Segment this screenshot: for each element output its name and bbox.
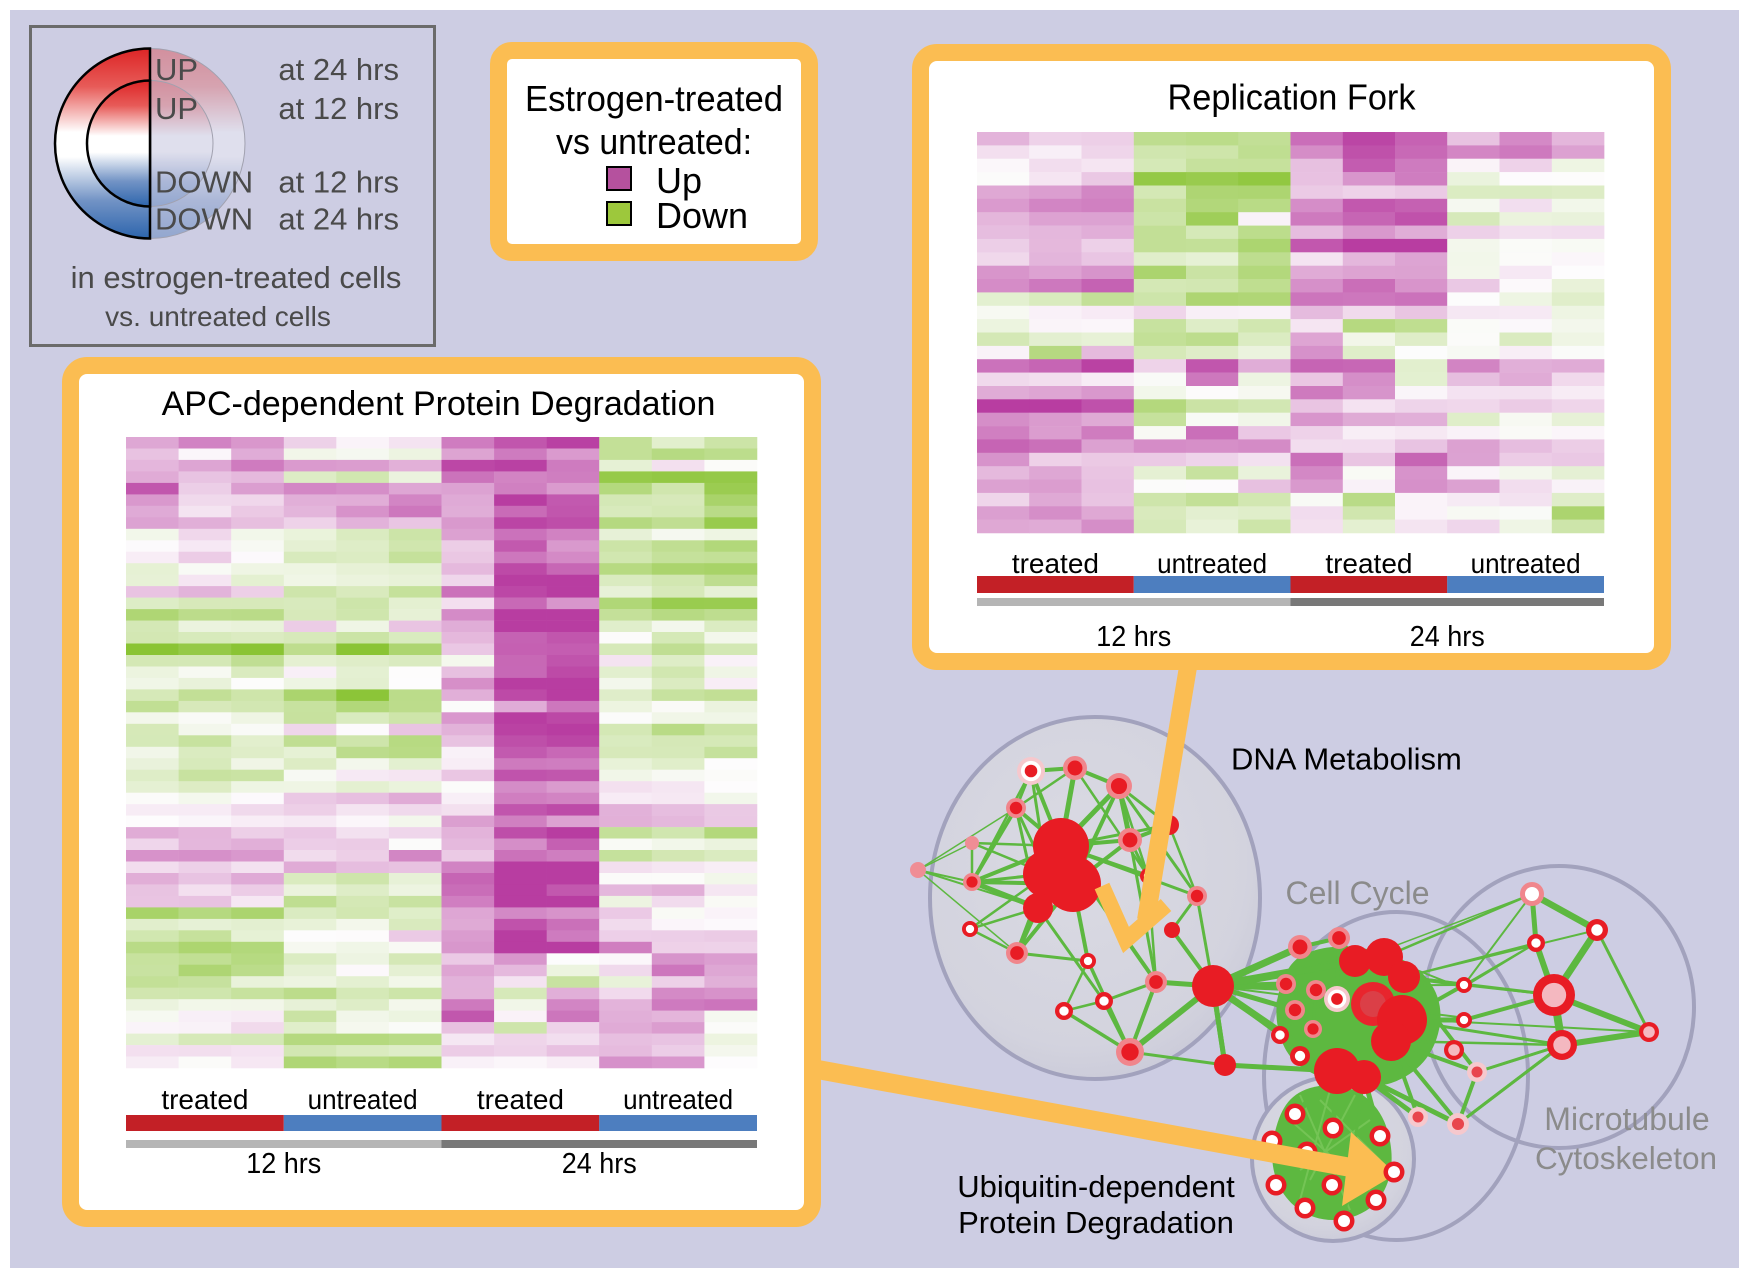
svg-text:vs. untreated cells: vs. untreated cells [105, 301, 331, 332]
svg-text:at 24 hrs: at 24 hrs [278, 202, 399, 237]
svg-text:treated: treated [1012, 548, 1099, 579]
svg-text:12 hrs: 12 hrs [246, 1148, 321, 1180]
svg-text:12 hrs: 12 hrs [1096, 621, 1171, 653]
svg-text:untreated: untreated [623, 1084, 733, 1115]
svg-text:Replication Fork: Replication Fork [1168, 77, 1417, 118]
svg-text:24 hrs: 24 hrs [1410, 621, 1485, 653]
svg-text:Cell Cycle: Cell Cycle [1285, 875, 1429, 911]
svg-text:treated: treated [1325, 548, 1412, 579]
svg-text:at 12 hrs: at 12 hrs [278, 165, 399, 200]
svg-text:UP: UP [155, 91, 198, 126]
svg-text:Down: Down [656, 195, 748, 236]
svg-text:untreated: untreated [1471, 548, 1581, 579]
svg-text:in estrogen-treated cells: in estrogen-treated cells [71, 260, 402, 295]
svg-text:Cytoskeleton: Cytoskeleton [1535, 1140, 1717, 1176]
svg-text:at 12 hrs: at 12 hrs [278, 91, 399, 126]
svg-text:Estrogen-treated: Estrogen-treated [525, 78, 783, 119]
svg-text:DOWN: DOWN [155, 165, 253, 200]
svg-text:at 24 hrs: at 24 hrs [278, 52, 399, 87]
svg-text:treated: treated [161, 1084, 248, 1115]
svg-text:DOWN: DOWN [155, 202, 253, 237]
svg-text:UP: UP [155, 52, 198, 87]
svg-text:treated: treated [477, 1084, 564, 1115]
svg-text:24 hrs: 24 hrs [562, 1148, 637, 1180]
svg-text:Microtubule: Microtubule [1544, 1101, 1709, 1137]
svg-text:vs untreated:: vs untreated: [556, 121, 752, 162]
svg-text:Protein Degradation: Protein Degradation [958, 1205, 1234, 1240]
svg-text:Ubiquitin-dependent: Ubiquitin-dependent [957, 1169, 1235, 1204]
svg-text:Up: Up [656, 160, 702, 201]
svg-text:untreated: untreated [1157, 548, 1267, 579]
svg-text:APC-dependent Protein Degradat: APC-dependent Protein Degradation [162, 385, 716, 423]
svg-text:DNA Metabolism: DNA Metabolism [1231, 742, 1462, 777]
svg-text:untreated: untreated [308, 1084, 418, 1115]
